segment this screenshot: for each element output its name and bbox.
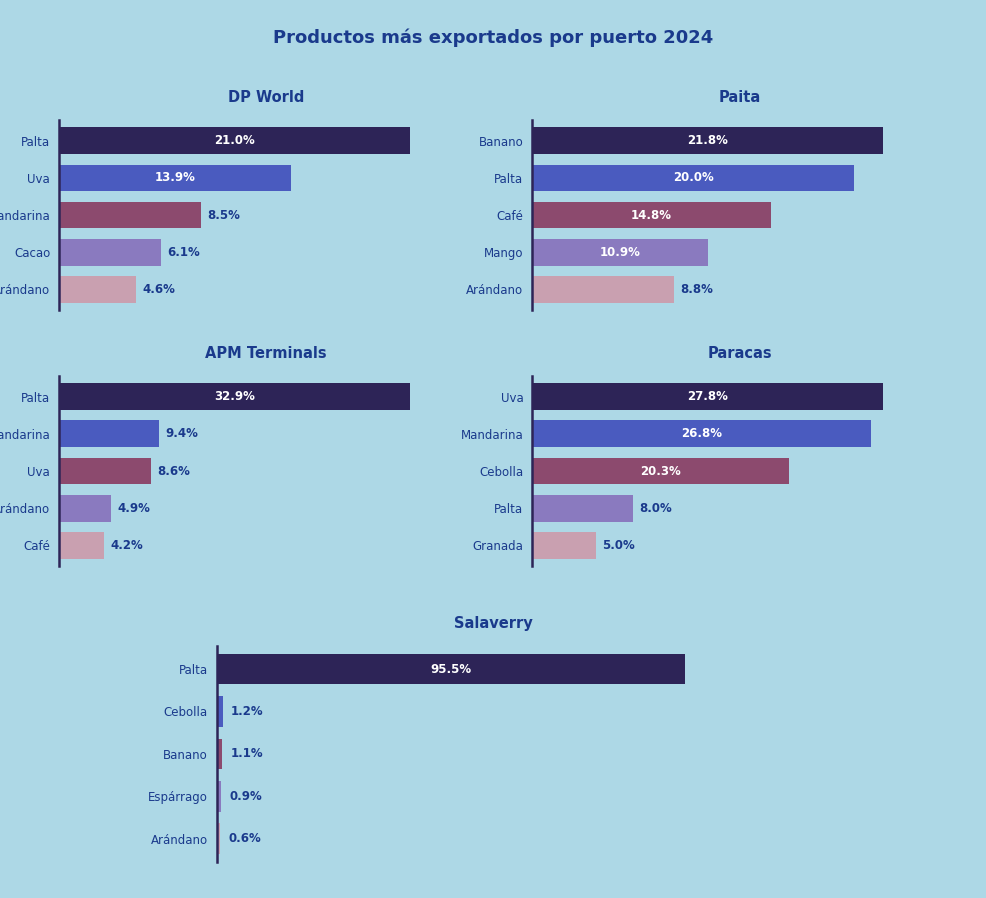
Bar: [59, 458, 151, 484]
Text: 4.6%: 4.6%: [142, 283, 176, 295]
Text: 20.3%: 20.3%: [640, 464, 681, 478]
Text: DP World: DP World: [228, 91, 305, 105]
Bar: [532, 420, 871, 447]
Bar: [532, 202, 771, 228]
Bar: [59, 276, 136, 303]
Text: 20.0%: 20.0%: [673, 172, 714, 184]
Bar: [59, 239, 161, 266]
Text: 27.8%: 27.8%: [687, 391, 729, 403]
Text: 8.6%: 8.6%: [157, 464, 190, 478]
Text: 8.8%: 8.8%: [680, 283, 713, 295]
Text: 26.8%: 26.8%: [681, 427, 722, 440]
Bar: [217, 696, 223, 726]
Text: APM Terminals: APM Terminals: [205, 347, 327, 361]
Text: 6.1%: 6.1%: [168, 246, 200, 259]
Bar: [532, 495, 633, 522]
Bar: [532, 383, 883, 410]
Text: 1.1%: 1.1%: [231, 747, 263, 761]
Text: 4.2%: 4.2%: [110, 539, 143, 551]
Text: 8.5%: 8.5%: [207, 208, 241, 222]
Text: 13.9%: 13.9%: [155, 172, 196, 184]
Bar: [217, 738, 222, 770]
Bar: [532, 532, 596, 559]
Bar: [532, 239, 708, 266]
Text: 10.9%: 10.9%: [599, 246, 641, 259]
Bar: [59, 164, 292, 191]
Text: 4.9%: 4.9%: [117, 502, 151, 515]
Bar: [59, 128, 410, 154]
Bar: [532, 276, 674, 303]
Text: 14.8%: 14.8%: [631, 208, 672, 222]
Text: 8.0%: 8.0%: [640, 502, 672, 515]
Bar: [59, 383, 410, 410]
Text: 5.0%: 5.0%: [601, 539, 635, 551]
Bar: [217, 823, 220, 854]
Bar: [532, 128, 883, 154]
Text: 0.6%: 0.6%: [228, 832, 261, 845]
Text: 95.5%: 95.5%: [430, 663, 471, 675]
Bar: [217, 781, 221, 812]
Bar: [217, 654, 685, 684]
Bar: [59, 495, 111, 522]
Text: Paita: Paita: [719, 91, 760, 105]
Text: Paracas: Paracas: [707, 347, 772, 361]
Text: Productos más exportados por puerto 2024: Productos más exportados por puerto 2024: [273, 29, 713, 47]
Bar: [59, 420, 160, 447]
Bar: [59, 532, 104, 559]
Text: 21.0%: 21.0%: [214, 135, 255, 147]
Bar: [532, 164, 855, 191]
Text: 0.9%: 0.9%: [230, 790, 262, 803]
Text: Salaverry: Salaverry: [454, 616, 532, 630]
Bar: [532, 458, 789, 484]
Text: 9.4%: 9.4%: [166, 427, 198, 440]
Text: 1.2%: 1.2%: [231, 705, 263, 718]
Bar: [59, 202, 201, 228]
Text: 21.8%: 21.8%: [687, 135, 729, 147]
Text: 32.9%: 32.9%: [214, 391, 255, 403]
